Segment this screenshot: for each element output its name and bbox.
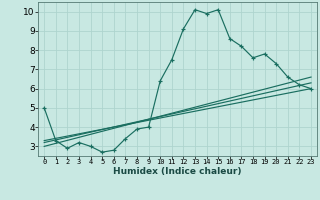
X-axis label: Humidex (Indice chaleur): Humidex (Indice chaleur) [113, 167, 242, 176]
